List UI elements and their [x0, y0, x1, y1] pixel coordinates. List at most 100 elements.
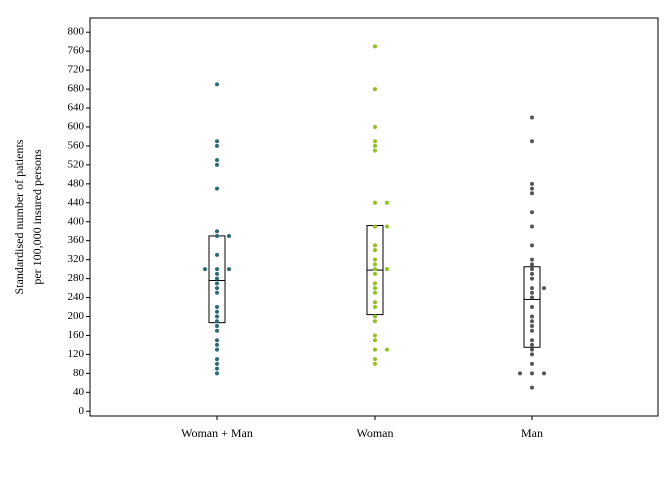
data-point — [373, 124, 377, 129]
data-point — [385, 347, 389, 352]
data-point — [215, 286, 219, 291]
data-point — [373, 267, 377, 272]
data-point — [373, 338, 377, 343]
data-point — [373, 224, 377, 229]
y-tick-label: 0 — [79, 405, 85, 417]
data-point — [215, 290, 219, 295]
data-point — [373, 300, 377, 305]
y-axis-label: per 100,000 insured persons — [30, 149, 44, 285]
data-point — [215, 143, 219, 148]
y-tick-label: 320 — [68, 253, 85, 265]
y-tick-label: 600 — [68, 121, 85, 133]
data-point — [542, 371, 546, 376]
x-tick-label: Woman + Man — [181, 426, 253, 440]
data-point — [215, 158, 219, 163]
data-point — [227, 267, 231, 272]
data-point — [215, 366, 219, 371]
data-point — [373, 200, 377, 205]
data-point — [215, 314, 219, 319]
y-tick-label: 400 — [68, 215, 85, 227]
data-point — [373, 148, 377, 153]
data-point — [373, 271, 377, 276]
data-point — [518, 371, 522, 376]
data-point — [385, 200, 389, 205]
data-point — [530, 385, 534, 390]
data-point — [373, 139, 377, 144]
data-point — [530, 328, 534, 333]
y-tick-label: 560 — [68, 139, 85, 151]
data-point — [373, 286, 377, 291]
data-point — [215, 82, 219, 87]
y-tick-label: 640 — [68, 102, 85, 114]
y-tick-label: 360 — [68, 234, 85, 246]
y-tick-label: 720 — [68, 64, 85, 76]
data-point — [530, 267, 534, 272]
data-point — [215, 233, 219, 238]
data-point — [373, 361, 377, 366]
data-point — [530, 361, 534, 366]
data-point — [530, 243, 534, 248]
data-point — [530, 262, 534, 267]
y-tick-label: 800 — [68, 26, 85, 38]
data-point — [530, 286, 534, 291]
data-point — [215, 276, 219, 281]
data-point — [373, 262, 377, 267]
data-point — [215, 139, 219, 144]
data-point — [215, 162, 219, 167]
y-tick-label: 680 — [68, 83, 85, 95]
data-point — [215, 357, 219, 362]
data-point — [530, 342, 534, 347]
data-point — [215, 347, 219, 352]
plot-frame — [89, 17, 659, 417]
data-point — [530, 276, 534, 281]
data-point — [373, 290, 377, 295]
data-point — [542, 286, 546, 291]
x-tick-label: Woman — [356, 426, 393, 440]
data-point — [215, 319, 219, 324]
y-tick-label: 200 — [68, 310, 85, 322]
data-point — [530, 271, 534, 276]
data-point — [530, 314, 534, 319]
data-point — [530, 338, 534, 343]
y-tick-label: 120 — [68, 348, 85, 360]
data-point — [530, 347, 534, 352]
data-point — [215, 342, 219, 347]
data-point — [373, 333, 377, 338]
data-point — [373, 347, 377, 352]
data-point — [215, 323, 219, 328]
data-point — [373, 281, 377, 286]
data-point — [203, 267, 207, 272]
data-point — [215, 309, 219, 314]
data-point — [530, 191, 534, 196]
data-point — [215, 338, 219, 343]
data-point — [530, 257, 534, 262]
data-point — [373, 357, 377, 362]
data-point — [373, 87, 377, 92]
data-point — [530, 290, 534, 295]
y-tick-label: 440 — [68, 196, 85, 208]
data-point — [215, 281, 219, 286]
data-point — [530, 323, 534, 328]
y-tick-label: 760 — [68, 45, 85, 57]
data-point — [530, 186, 534, 191]
data-point — [530, 181, 534, 186]
data-point — [385, 224, 389, 229]
data-point — [530, 371, 534, 376]
y-tick-label: 240 — [68, 291, 85, 303]
data-point — [373, 257, 377, 262]
data-point — [373, 44, 377, 49]
y-tick-label: 280 — [68, 272, 85, 284]
data-point — [385, 267, 389, 272]
box — [523, 266, 541, 348]
data-point — [215, 267, 219, 272]
data-point — [373, 248, 377, 253]
data-point — [373, 143, 377, 148]
y-tick-label: 520 — [68, 158, 85, 170]
data-point — [215, 305, 219, 310]
data-point — [215, 361, 219, 366]
data-point — [215, 328, 219, 333]
data-point — [215, 271, 219, 276]
y-tick-label: 160 — [68, 329, 85, 341]
data-point — [373, 305, 377, 310]
